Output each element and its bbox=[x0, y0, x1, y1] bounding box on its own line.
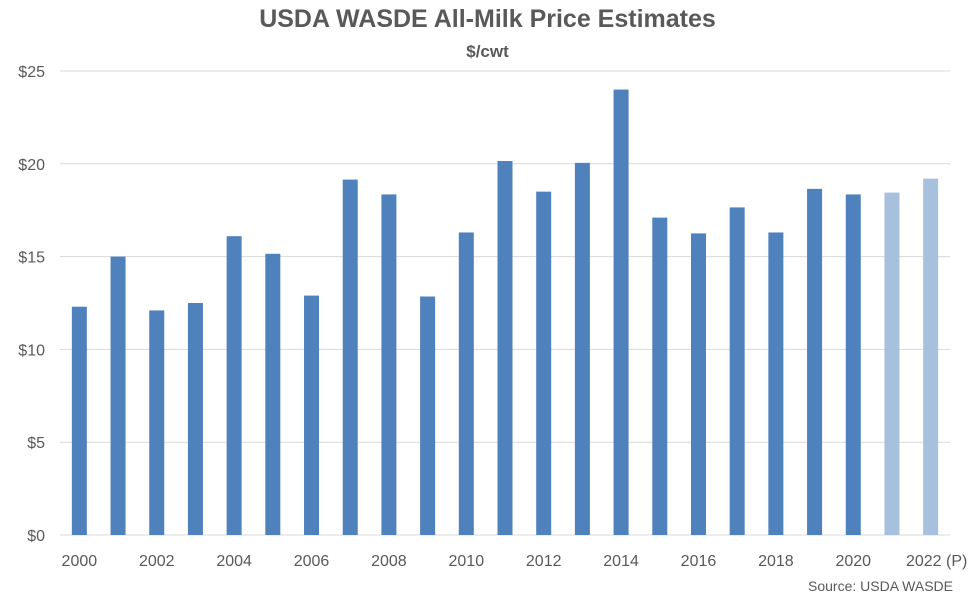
bar-2001 bbox=[110, 256, 126, 535]
bar-2000 bbox=[71, 306, 87, 535]
x-tick-label: 2022 (P) bbox=[906, 553, 967, 570]
x-tick-label: 2002 bbox=[139, 553, 175, 570]
x-axis-tick-labels: 2000 2002 2004 2006 2008 2010 2012 2014 2016 2018… bbox=[62, 553, 968, 570]
bar-2009 bbox=[420, 296, 436, 535]
bar-2011 bbox=[497, 161, 513, 536]
bar-2003 bbox=[187, 303, 203, 535]
x-tick-label: 2006 bbox=[294, 553, 330, 570]
bar-2013 bbox=[574, 162, 590, 535]
bar-2006 bbox=[304, 295, 320, 535]
y-tick-label: $10 bbox=[18, 342, 45, 359]
bar-2022 bbox=[923, 178, 939, 535]
bar-2010 bbox=[458, 232, 474, 536]
bar-2015 bbox=[652, 217, 668, 535]
chart-title: USDA WASDE All-Milk Price Estimates bbox=[259, 5, 716, 33]
x-tick-label: 2018 bbox=[758, 553, 794, 570]
x-tick-label: 2000 bbox=[62, 553, 98, 570]
bars bbox=[71, 89, 939, 536]
y-tick-label: $15 bbox=[18, 250, 45, 267]
x-tick-label: 2010 bbox=[449, 553, 485, 570]
bar-2014 bbox=[613, 89, 629, 535]
chart-source: Source: USDA WASDE bbox=[808, 578, 953, 594]
bar-2007 bbox=[342, 179, 358, 536]
x-tick-label: 2012 bbox=[526, 553, 562, 570]
bar-2017 bbox=[729, 207, 745, 535]
bar-2020 bbox=[845, 194, 861, 535]
y-tick-label: $20 bbox=[18, 157, 45, 174]
bar-2016 bbox=[690, 233, 706, 535]
bar-2004 bbox=[226, 236, 242, 535]
x-tick-label: 2004 bbox=[216, 553, 252, 570]
bar-2021 bbox=[884, 192, 900, 535]
bar-2019 bbox=[807, 188, 823, 535]
bar-2002 bbox=[149, 310, 165, 535]
x-tick-label: 2008 bbox=[371, 553, 407, 570]
x-tick-label: 2020 bbox=[835, 553, 871, 570]
y-tick-label: $0 bbox=[27, 528, 45, 545]
y-tick-label: $25 bbox=[18, 64, 45, 81]
bar-2018 bbox=[768, 232, 784, 536]
y-tick-label: $5 bbox=[27, 435, 45, 452]
x-tick-label: 2014 bbox=[603, 553, 639, 570]
bar-2008 bbox=[381, 194, 397, 535]
x-tick-label: 2016 bbox=[681, 553, 717, 570]
bar-2012 bbox=[536, 191, 552, 535]
bar-2005 bbox=[265, 253, 281, 536]
chart-subtitle: $/cwt bbox=[466, 42, 509, 61]
y-axis-tick-labels: $0 $5 $10 $15 $20 $25 bbox=[18, 64, 45, 545]
